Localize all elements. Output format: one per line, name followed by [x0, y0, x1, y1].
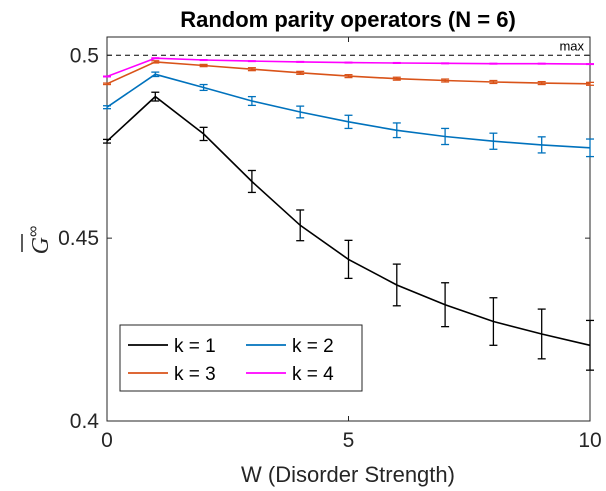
legend-item: k = 1 [128, 336, 216, 357]
y-tick-label: 0.45 [58, 227, 99, 250]
legend-label: k = 3 [174, 364, 216, 385]
y-axis-label-main: G [28, 237, 54, 254]
x-tick-label: 0 [101, 429, 113, 452]
series-1 [103, 91, 594, 371]
legend-box [119, 324, 363, 392]
series-3 [103, 60, 594, 86]
x-axis-label: W (Disorder Strength) [241, 462, 455, 487]
legend-label: k = 4 [292, 364, 334, 385]
chart-title: Random parity operators (N = 6) [180, 7, 516, 32]
x-tick-label: 10 [578, 429, 601, 452]
max-reference-label: max [559, 38, 584, 53]
legend-item: k = 3 [128, 364, 216, 385]
legend-label: k = 1 [174, 336, 216, 357]
legend: k = 1 k = 3 k = 2 k = 4 [119, 324, 363, 392]
y-tick-label: 0.4 [70, 410, 100, 433]
y-axis-label: G∞ [21, 226, 54, 255]
plot-area: max 0 5 10 0.4 0.45 0.5 k = 1 k = 3 k = 2 k = 4 [58, 36, 602, 452]
y-axis-label-superscript: ∞ [25, 226, 42, 237]
legend-item: k = 2 [246, 336, 334, 357]
series-2 [103, 71, 594, 158]
legend-label: k = 2 [292, 336, 334, 357]
x-tick-label: 5 [343, 429, 355, 452]
svg-text:G∞: G∞ [25, 226, 54, 255]
y-tick-label: 0.5 [70, 44, 99, 67]
series-4 [103, 57, 594, 78]
legend-item: k = 4 [246, 364, 334, 385]
